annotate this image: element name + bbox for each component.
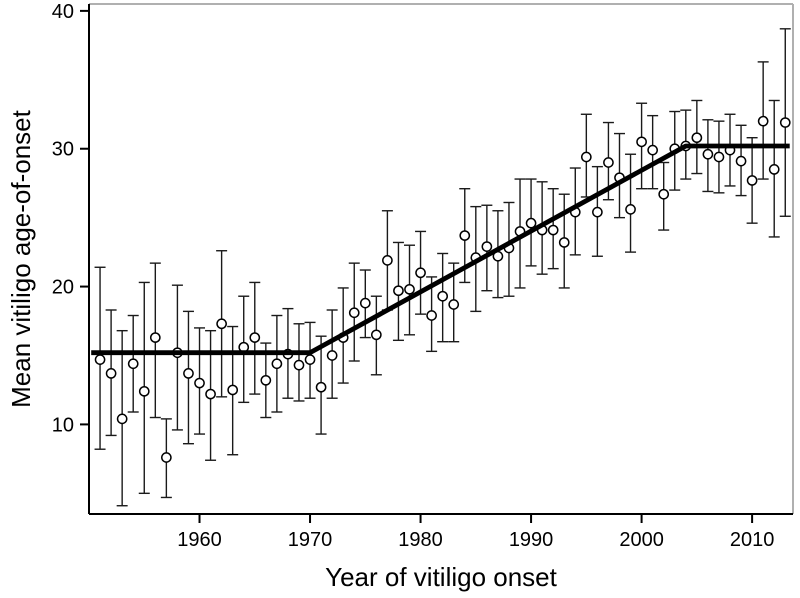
data-point-marker bbox=[94, 354, 106, 365]
data-point-marker bbox=[426, 310, 437, 321]
data-point-marker bbox=[768, 164, 780, 175]
data-point-marker bbox=[293, 359, 305, 371]
data-point-marker bbox=[161, 452, 172, 463]
x-tick-label: 1990 bbox=[509, 529, 554, 551]
data-point-marker bbox=[746, 175, 758, 186]
data-point-marker bbox=[127, 358, 139, 370]
data-point-marker bbox=[260, 374, 272, 386]
data-point-marker bbox=[393, 285, 404, 297]
data-point-marker bbox=[735, 155, 747, 167]
error-bar bbox=[625, 153, 637, 253]
data-point-marker bbox=[459, 230, 471, 241]
data-point-marker bbox=[315, 381, 327, 393]
data-point-marker bbox=[194, 377, 205, 389]
x-tick-label: 1970 bbox=[288, 529, 333, 551]
data-point-marker bbox=[448, 299, 460, 310]
data-point-marker bbox=[216, 318, 227, 330]
data-point-marker bbox=[227, 384, 239, 396]
data-point-marker bbox=[580, 151, 592, 163]
data-point-marker bbox=[558, 237, 570, 248]
data-point-marker bbox=[625, 204, 636, 215]
data-point-marker bbox=[370, 329, 382, 341]
data-point-marker bbox=[415, 267, 426, 279]
data-point-marker bbox=[116, 413, 128, 425]
data-point-marker bbox=[779, 117, 791, 128]
y-axis-title: Mean vitiligo age-of-onset bbox=[6, 109, 36, 407]
data-point-marker bbox=[713, 151, 725, 163]
data-point-marker bbox=[547, 224, 559, 236]
data-point-marker bbox=[348, 307, 360, 319]
x-tick-label: 2010 bbox=[730, 529, 775, 551]
data-point-marker bbox=[105, 368, 117, 379]
data-point-marker bbox=[382, 255, 393, 266]
data-point-marker bbox=[525, 217, 537, 229]
trend-line bbox=[91, 143, 790, 356]
x-tick-label: 2000 bbox=[619, 529, 664, 551]
data-point-marker bbox=[183, 368, 194, 379]
data-point-marker bbox=[249, 332, 261, 343]
data-point-marker bbox=[304, 354, 316, 365]
data-point-marker bbox=[658, 188, 670, 200]
x-tick-label: 1980 bbox=[398, 529, 443, 551]
data-point-marker bbox=[149, 332, 161, 343]
data-point-marker bbox=[691, 132, 703, 144]
data-point-marker bbox=[647, 144, 658, 156]
data-point-marker bbox=[702, 148, 714, 160]
data-point-marker bbox=[359, 297, 371, 309]
y-tick-label: 20 bbox=[52, 277, 74, 299]
plot-layer: 10 20 30 40 1960 1970 1980 1990 2000 2010 bbox=[52, 1, 794, 551]
data-point-marker bbox=[437, 290, 449, 302]
x-axis-title: Year of vitiligo onset bbox=[325, 562, 558, 592]
data-point-marker bbox=[404, 283, 415, 295]
data-point-marker bbox=[603, 157, 614, 168]
y-tick-label: 10 bbox=[52, 414, 74, 436]
data-point-marker bbox=[326, 350, 338, 361]
data-point-marker bbox=[481, 241, 493, 252]
y-tick-label: 30 bbox=[52, 139, 74, 161]
data-point-marker bbox=[757, 115, 769, 127]
data-point-marker bbox=[138, 385, 150, 397]
x-tick-label: 1960 bbox=[177, 529, 222, 551]
data-point-marker bbox=[271, 358, 283, 370]
data-point-marker bbox=[205, 388, 216, 400]
data-point-marker bbox=[636, 136, 647, 148]
data-point-marker bbox=[592, 206, 603, 218]
y-tick-label: 40 bbox=[52, 1, 74, 23]
